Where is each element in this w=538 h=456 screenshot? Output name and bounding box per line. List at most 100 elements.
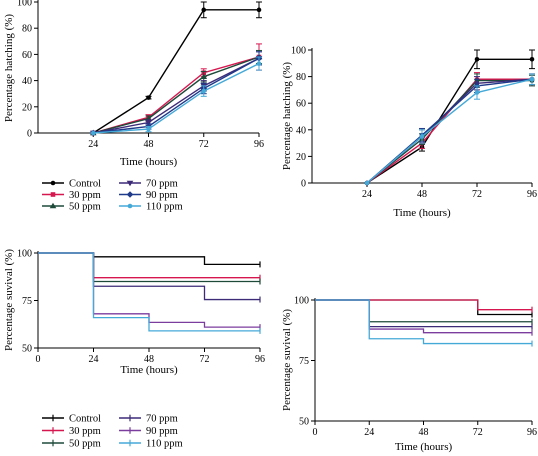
series-110-ppm — [38, 252, 261, 334]
legend-marker — [126, 180, 134, 187]
legend-top-left: Control 70 ppm 30 ppm 90 ppm 50 ppm 110 ppm — [42, 179, 183, 213]
data-point — [200, 73, 208, 79]
legend-marker — [127, 203, 133, 209]
y-tick-label: 0 — [27, 129, 32, 140]
x-tick-label: 0 — [313, 427, 318, 438]
legend-entry: 110 ppm — [119, 202, 183, 213]
y-tick-label: 40 — [296, 125, 306, 136]
y-axis-label: Percentage hatching (%) — [281, 62, 293, 170]
x-tick-label: 48 — [417, 189, 427, 200]
y-tick-label: 20 — [296, 152, 306, 163]
legend-entry: 30 ppm — [42, 426, 101, 437]
legend-bottom-left: Control 70 ppm 30 ppm 90 ppm 50 ppm 110 ppm — [42, 414, 183, 450]
data-point — [146, 126, 151, 132]
series-line — [92, 9, 259, 134]
x-tick-label: 96 — [254, 139, 264, 150]
x-tick-label: 72 — [200, 354, 210, 365]
y-axis-label: Percentage suvival (%) — [3, 249, 15, 351]
x-tick-label: 48 — [419, 427, 429, 438]
survival-step-line — [38, 252, 260, 301]
series-110-ppm — [90, 56, 262, 136]
series-50-ppm — [38, 252, 261, 285]
legend-entry: 110 ppm — [119, 439, 183, 450]
series-line — [93, 57, 260, 134]
legend-marker — [126, 191, 134, 198]
legend-label: 70 ppm — [146, 414, 178, 425]
chart-panel-bottom-left: 0 24 48 72 96 50 75 100 Time (hours) Percentage s… — [3, 249, 265, 377]
x-axis-label: Time (hours) — [120, 364, 178, 376]
x-tick-label: 24 — [88, 139, 98, 150]
data-point — [145, 120, 152, 126]
x-tick-label: 72 — [473, 427, 483, 438]
data-point — [474, 57, 480, 62]
series-line — [93, 56, 260, 134]
survival-step-line — [38, 252, 260, 266]
series-line — [93, 62, 260, 134]
y-tick-label: 75 — [22, 296, 32, 307]
y-tick-label: 0 — [301, 179, 306, 190]
x-axis-label: Time (hours) — [395, 441, 453, 453]
series-1 — [315, 299, 533, 313]
survival-step-line — [315, 299, 532, 323]
series-2 — [315, 299, 533, 325]
series-line — [93, 57, 260, 134]
legend-entry: 70 ppm — [119, 414, 178, 425]
data-point — [146, 95, 151, 100]
chart-panel-bottom-right: 0 24 48 72 96 50 75 100 Time (hours) Percentage s… — [281, 296, 537, 454]
series-line — [93, 56, 260, 134]
data-point — [529, 76, 535, 82]
x-tick-label: 0 — [36, 354, 41, 365]
y-axis-label: Percentage hatching (%) — [3, 14, 15, 122]
legend-label: 70 ppm — [146, 179, 178, 190]
legend-label: 110 ppm — [146, 202, 183, 213]
survival-step-line — [38, 252, 260, 332]
y-tick-label: 100 — [17, 0, 32, 9]
y-tick-label: 75 — [299, 356, 309, 367]
legend-label: Control — [69, 414, 101, 425]
series-line — [366, 58, 532, 184]
y-tick-label: 60 — [296, 99, 306, 110]
y-axis-label: Percentage suvival (%) — [281, 309, 293, 411]
legend-label: 30 ppm — [69, 190, 101, 201]
legend-label: Control — [69, 179, 101, 190]
legend-label: 90 ppm — [146, 190, 178, 201]
data-point — [419, 134, 425, 139]
legend-entry: 90 ppm — [119, 426, 178, 437]
x-tick-label: 48 — [144, 139, 154, 150]
x-tick-label: 96 — [255, 354, 265, 365]
legend-entry: Control — [42, 414, 101, 425]
x-tick-label: 24 — [89, 354, 99, 365]
legend-marker — [49, 202, 57, 209]
chart-panel-top-right: 24 48 72 96 0 20 40 60 80 100 Time (hours) Percenta… — [281, 46, 537, 220]
data-point — [256, 7, 262, 13]
series-5 — [364, 73, 535, 186]
survival-step-line — [315, 299, 532, 311]
chart-panel-top-left: 24 48 72 96 0 20 40 60 80 100 Time (hours) Percenta… — [3, 0, 264, 168]
survival-step-line — [315, 299, 532, 334]
y-tick-label: 20 — [22, 102, 32, 113]
y-tick-label: 80 — [22, 24, 32, 35]
x-tick-label: 96 — [527, 427, 537, 438]
x-axis-label: Time (hours) — [120, 156, 178, 168]
series-5 — [315, 299, 533, 347]
y-tick-label: 50 — [299, 417, 309, 428]
x-axis-label: Time (hours) — [393, 207, 451, 219]
series-control — [38, 252, 261, 268]
series-line — [366, 78, 533, 184]
data-point — [90, 130, 96, 136]
legend-entry: Control — [42, 179, 101, 190]
y-tick-label: 50 — [22, 344, 32, 355]
series-30-ppm — [90, 43, 262, 136]
x-tick-label: 96 — [527, 189, 537, 200]
data-point — [474, 90, 480, 95]
legend-label: 110 ppm — [146, 439, 183, 450]
data-point — [201, 7, 207, 13]
data-point — [201, 88, 207, 94]
legend-marker — [50, 192, 56, 197]
x-tick-label: 48 — [144, 354, 154, 365]
legend-label: 50 ppm — [69, 439, 101, 450]
legend-marker — [50, 180, 56, 186]
survival-step-line — [315, 299, 532, 316]
y-tick-label: 100 — [291, 46, 306, 57]
